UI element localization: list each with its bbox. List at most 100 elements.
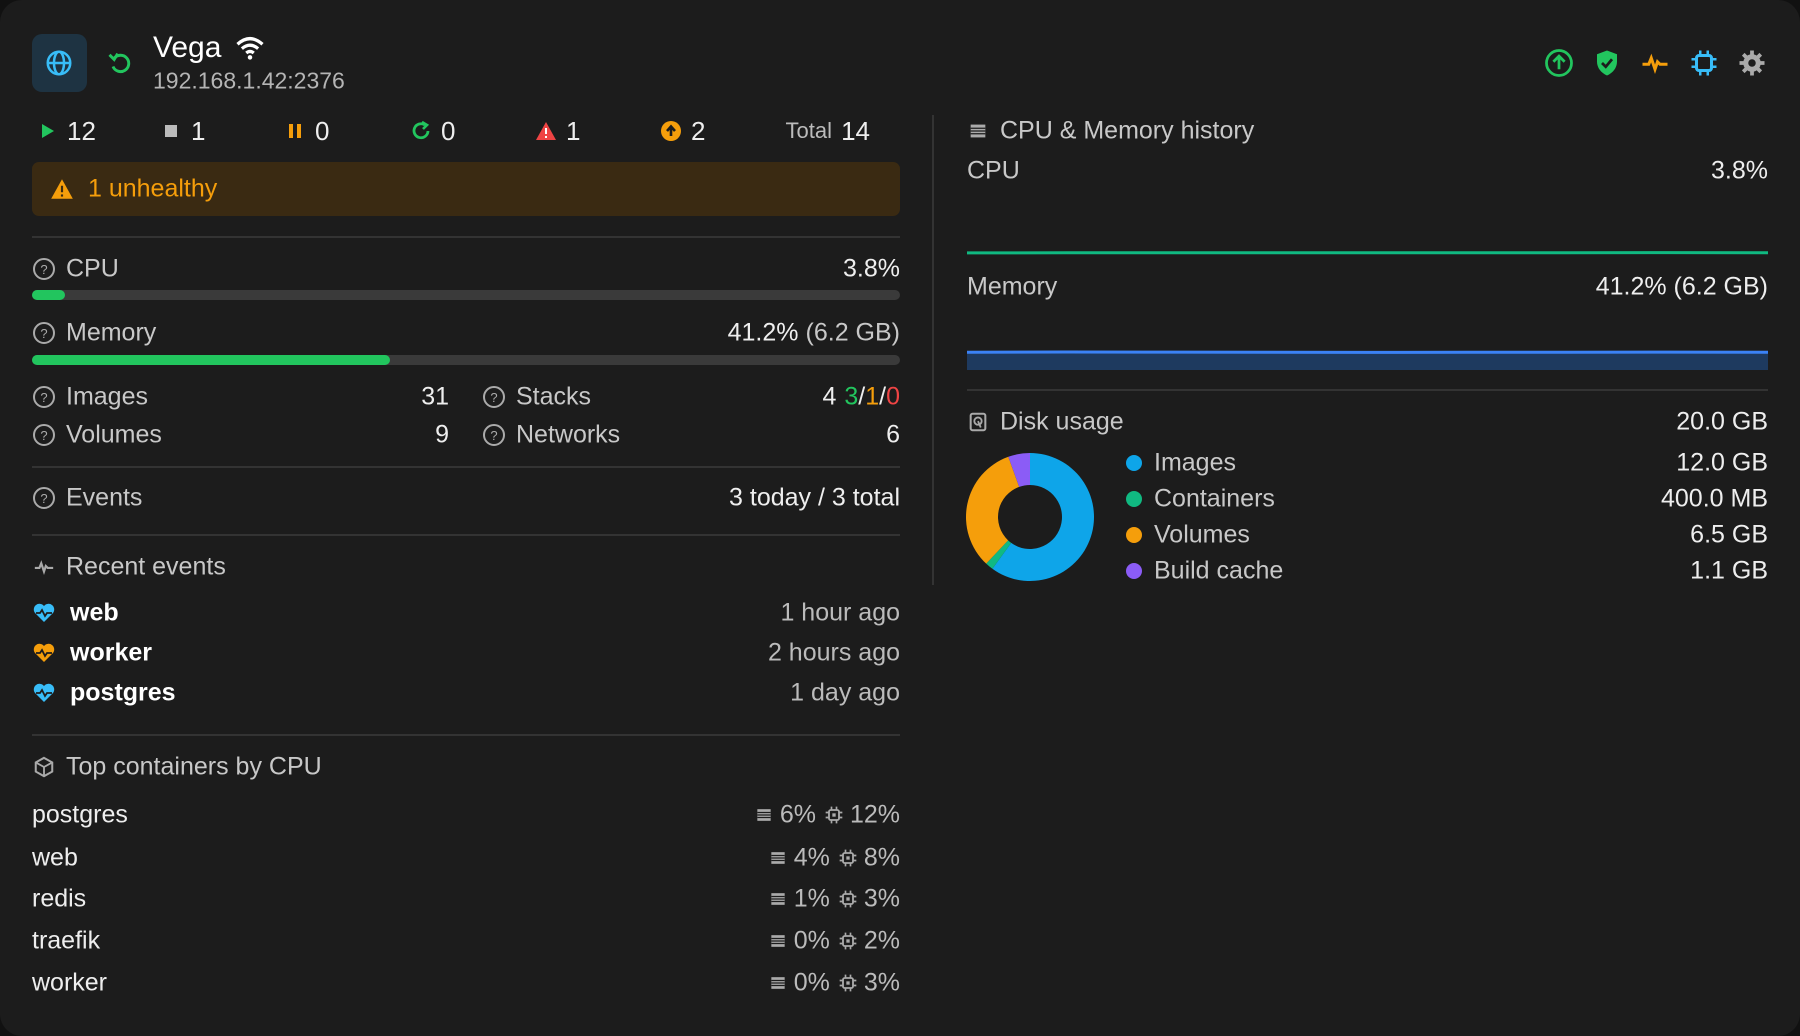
divider: [32, 534, 900, 536]
legend-dot: [1126, 455, 1142, 471]
history-value: 41.2% (6.2 GB): [1595, 272, 1768, 301]
events-label: Events: [66, 483, 143, 512]
container-name: web: [32, 843, 78, 872]
bar-fill: [32, 355, 390, 365]
container-cpu: 3%: [863, 884, 900, 913]
area: [967, 352, 1768, 370]
toolbar-icon[interactable]: [1689, 48, 1719, 78]
svg-text:?: ?: [40, 390, 47, 405]
legend-name: Volumes: [1154, 520, 1250, 549]
help-icon: ?: [33, 258, 55, 280]
stacks-breakdown: 1: [865, 382, 880, 411]
reconnect-icon: [108, 52, 131, 74]
history-value: 3.8%: [1711, 156, 1768, 185]
container-mem: 4%: [793, 843, 830, 872]
separator: /: [879, 382, 887, 411]
cpu-icon: [839, 849, 857, 867]
globe-icon: [46, 50, 72, 76]
count-label: Volumes: [66, 420, 162, 449]
help-icon: ?: [33, 386, 55, 408]
status-count: 0: [315, 116, 330, 146]
count-value: 9: [435, 420, 449, 449]
divider: [32, 236, 900, 238]
legend-value: 12.0 GB: [1676, 448, 1768, 477]
disk-icon: [969, 412, 987, 432]
container-name: redis: [32, 884, 87, 913]
status-icon: [165, 125, 177, 137]
legend-dot: [1126, 563, 1142, 579]
wifi-icon: [236, 37, 264, 60]
container-name: postgres: [32, 800, 128, 829]
status-icon: [661, 121, 681, 141]
status-count: 0: [441, 116, 456, 146]
memory-detail: (6.2 GB): [805, 318, 900, 347]
status-count: 2: [691, 116, 706, 146]
metric-label: CPU: [66, 254, 119, 283]
donut-chart: [966, 453, 1094, 581]
toolbar-icon[interactable]: [1640, 48, 1670, 78]
status-icon: [412, 120, 430, 140]
memory-percent: 41.2%: [727, 318, 799, 347]
toolbar-icon[interactable]: [1737, 48, 1767, 78]
event-icon: [33, 603, 55, 622]
cube-icon: [34, 756, 54, 778]
cpu-value: 3.8%: [843, 254, 900, 283]
memory-value: 41.2% (6.2 GB): [727, 318, 900, 347]
legend-value: 6.5 GB: [1690, 520, 1768, 549]
status-icon: [289, 124, 301, 138]
help-icon: ?: [483, 386, 505, 408]
container-cpu: 8%: [863, 843, 900, 872]
section-title: Recent events: [66, 552, 226, 581]
toolbar-icon[interactable]: [1544, 48, 1574, 78]
toolbar-icon[interactable]: [1592, 48, 1622, 78]
stacks-value: 4 3/1/0: [822, 382, 900, 411]
memory-icon: [970, 124, 986, 138]
svg-text:?: ?: [40, 326, 47, 341]
event-name[interactable]: postgres: [70, 678, 176, 707]
container-name: worker: [32, 968, 108, 997]
container-mem: 1%: [793, 884, 830, 913]
container-cpu: 3%: [863, 968, 900, 997]
metric-label: Memory: [66, 318, 157, 347]
help-icon: ?: [483, 424, 505, 446]
donut-segment: [992, 453, 1094, 581]
stacks-total: 4: [822, 382, 837, 411]
event-icon: [33, 643, 55, 662]
sparkline: [966, 350, 1769, 370]
alert-banner: [32, 162, 900, 216]
count-value: 31: [421, 382, 449, 411]
stacks-breakdown: 3: [844, 382, 859, 411]
memory-icon: [757, 809, 771, 821]
column-divider: [932, 115, 934, 585]
svg-text:?: ?: [40, 428, 47, 443]
legend-name: Build cache: [1154, 556, 1284, 585]
cpu-icon: [825, 806, 843, 824]
cpu-icon: [839, 890, 857, 908]
separator: /: [858, 382, 866, 411]
container-name: traefik: [32, 926, 101, 955]
count-label: Images: [66, 382, 148, 411]
event-icon: [33, 683, 55, 702]
container-mem: 0%: [793, 926, 830, 955]
legend-value: 1.1 GB: [1690, 556, 1768, 585]
status-icon: [536, 122, 556, 140]
disk-total: 20.0 GB: [1676, 407, 1768, 436]
divider: [32, 734, 900, 736]
status-count: 1: [566, 116, 581, 146]
help-icon: ?: [33, 424, 55, 446]
event-name[interactable]: web: [70, 598, 119, 627]
legend-dot: [1126, 491, 1142, 507]
event-name[interactable]: worker: [70, 638, 152, 667]
count-value: 6: [886, 420, 900, 449]
section-title: Top containers by CPU: [66, 752, 322, 781]
container-mem: 6%: [779, 800, 816, 829]
memory-icon: [771, 852, 785, 864]
svg-text:?: ?: [490, 428, 497, 443]
section-title: CPU & Memory history: [1000, 116, 1255, 145]
container-cpu: 12%: [849, 800, 900, 829]
alert-text: 1 unhealthy: [88, 174, 218, 203]
bar-track: [32, 290, 900, 300]
status-count: 1: [191, 116, 206, 146]
bar-fill: [32, 290, 65, 300]
cpu-icon: [839, 932, 857, 950]
